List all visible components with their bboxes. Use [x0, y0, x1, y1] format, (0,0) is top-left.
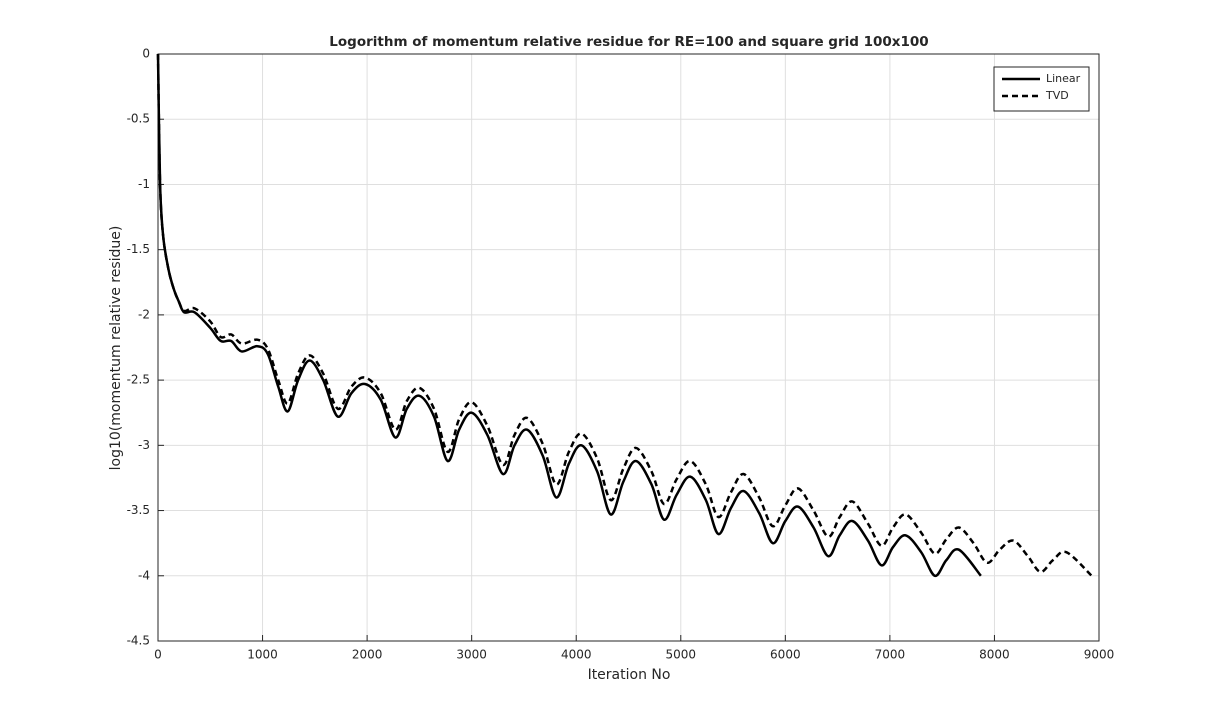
line-series	[156, 53, 982, 578]
y-tick-label: -1.5	[127, 242, 150, 256]
line-series	[156, 53, 1093, 577]
chart-title: Logorithm of momentum relative residue f…	[329, 34, 928, 50]
y-tick-label: -1	[138, 177, 150, 191]
x-tick-label: 7000	[875, 648, 906, 662]
x-tick-label: 5000	[666, 648, 697, 662]
x-tick-label: 3000	[456, 648, 487, 662]
x-tick-label: 1000	[247, 648, 278, 662]
x-tick-label: 0	[154, 648, 162, 662]
y-tick-label: -3.5	[127, 503, 150, 517]
x-tick-label: 8000	[979, 648, 1010, 662]
y-tick-label: -4	[138, 568, 150, 582]
y-tick-label: -4.5	[127, 634, 150, 648]
y-tick-label: 0	[142, 47, 150, 61]
x-tick-label: 4000	[561, 648, 592, 662]
x-tick-label: 6000	[770, 648, 801, 662]
y-tick-label: -2.5	[127, 373, 150, 387]
x-tick-label: 2000	[352, 648, 383, 662]
y-axis-label: log10(momentum relative residue)	[108, 226, 124, 471]
x-tick-label: 9000	[1084, 648, 1115, 662]
y-tick-label: -3	[138, 438, 150, 452]
y-tick-label: -0.5	[127, 112, 150, 126]
legend-label: TVD	[1045, 89, 1069, 102]
x-axis-label: Iteration No	[588, 667, 671, 683]
legend-label: Linear	[1046, 72, 1081, 85]
legend-box	[993, 66, 1090, 112]
y-tick-label: -2	[138, 307, 150, 321]
plot-frame	[157, 53, 1100, 642]
